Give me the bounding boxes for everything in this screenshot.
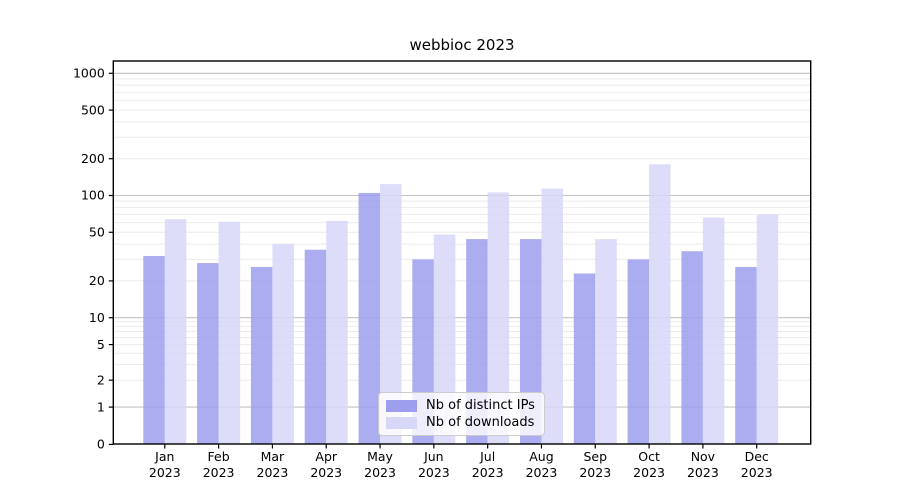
y-tick-label: 5 (97, 337, 105, 352)
x-tick-label-year: 2023 (203, 465, 235, 480)
x-tick-label-year: 2023 (364, 465, 396, 480)
x-tick-label-month: May (367, 449, 393, 464)
x-tick-label-month: Apr (315, 449, 337, 464)
legend-item-distinct-ips: Nb of distinct IPs (386, 397, 537, 414)
bar-distinct-ips-dec[interactable] (735, 266, 757, 444)
x-tick-label-month: Feb (208, 449, 230, 464)
bar-downloads-mar[interactable] (272, 244, 294, 444)
bar-downloads-jul[interactable] (487, 192, 510, 444)
bar-downloads-oct[interactable] (649, 164, 671, 444)
x-tick-label-month: Mar (261, 449, 285, 464)
y-tick-label: 10 (89, 310, 105, 325)
x-tick-label-month: Oct (638, 449, 660, 464)
x-tick-label-year: 2023 (149, 465, 181, 480)
x-tick-label-year: 2023 (633, 465, 665, 480)
x-tick-label-month: Nov (691, 449, 716, 464)
bar-distinct-ips-apr[interactable] (304, 249, 327, 444)
y-tick-label: 50 (89, 224, 105, 239)
y-tick-label: 100 (81, 188, 105, 203)
legend-label-ips: Nb of distinct IPs (426, 398, 535, 413)
y-tick-label: 2 (97, 372, 105, 387)
legend-swatch-downloads (386, 416, 417, 429)
x-tick-label-year: 2023 (579, 465, 611, 480)
bar-distinct-ips-feb[interactable] (197, 263, 219, 444)
bar-downloads-dec[interactable] (756, 214, 779, 444)
y-tick-label: 1000 (73, 66, 105, 81)
x-tick-label-month: Jul (479, 449, 495, 464)
bar-distinct-ips-jan[interactable] (143, 255, 165, 444)
x-tick-label-month: Jan (154, 449, 174, 464)
x-tick-label-year: 2023 (472, 465, 504, 480)
x-tick-label-year: 2023 (687, 465, 719, 480)
y-tick-label: 200 (81, 151, 105, 166)
x-tick-label-year: 2023 (418, 465, 450, 480)
x-tick-label-year: 2023 (310, 465, 342, 480)
x-tick-label-month: Jun (423, 449, 444, 464)
chart-title: webbioc 2023 (409, 36, 515, 54)
bar-downloads-apr[interactable] (326, 220, 348, 444)
bar-downloads-feb[interactable] (218, 221, 241, 444)
x-tick-label-month: Sep (583, 449, 607, 464)
y-tick-label: 0 (97, 437, 105, 452)
y-tick-label: 500 (81, 102, 105, 117)
bar-downloads-jun[interactable] (433, 234, 456, 444)
x-tick-label-year: 2023 (257, 465, 289, 480)
legend: Nb of distinct IPs Nb of downloads (378, 392, 545, 436)
x-tick-label-month: Dec (745, 449, 769, 464)
bar-distinct-ips-may[interactable] (358, 192, 381, 444)
y-tick-label: 20 (89, 273, 105, 288)
bar-distinct-ips-sep[interactable] (573, 273, 596, 444)
legend-item-downloads: Nb of downloads (386, 414, 537, 431)
legend-label-downloads: Nb of downloads (426, 415, 535, 430)
x-tick-label-year: 2023 (741, 465, 773, 480)
bar-downloads-jan[interactable] (164, 219, 187, 444)
bar-distinct-ips-nov[interactable] (681, 251, 703, 444)
bar-downloads-sep[interactable] (595, 239, 617, 444)
x-tick-label-year: 2023 (526, 465, 558, 480)
bar-distinct-ips-oct[interactable] (627, 259, 650, 444)
bar-distinct-ips-mar[interactable] (250, 266, 273, 444)
y-tick-label: 1 (97, 399, 105, 414)
bar-downloads-nov[interactable] (702, 217, 725, 444)
x-tick-label-month: Aug (529, 449, 553, 464)
bar-downloads-may[interactable] (380, 184, 402, 445)
bar-downloads-aug[interactable] (541, 188, 563, 444)
plot-border (112, 60, 812, 445)
legend-swatch-ips (386, 399, 417, 412)
